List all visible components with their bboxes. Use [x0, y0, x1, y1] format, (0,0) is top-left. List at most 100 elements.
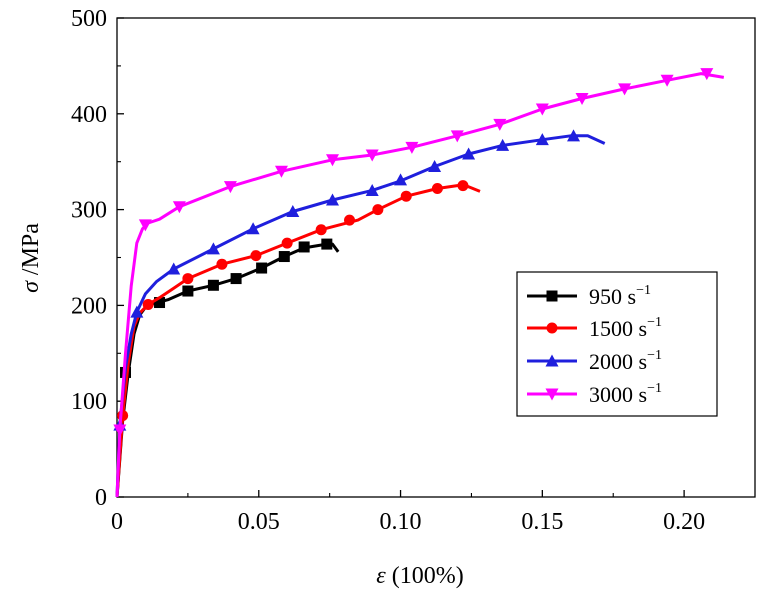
data-point	[326, 193, 340, 206]
data-point	[457, 180, 469, 192]
data-point	[142, 298, 154, 310]
x-tick-label: 0	[111, 509, 123, 535]
data-point	[246, 222, 260, 235]
data-point	[298, 241, 310, 253]
data-point	[372, 204, 384, 216]
data-point	[182, 273, 194, 285]
data-point	[117, 410, 129, 422]
x-axis-unit: (100%)	[386, 563, 464, 589]
legend-item-1500: 1500 s−1	[527, 315, 662, 341]
x-tick-label: 0.10	[380, 509, 422, 535]
data-point	[286, 205, 300, 218]
data-point	[700, 68, 714, 81]
legend-marker-shape	[545, 354, 559, 367]
series-1500	[115, 180, 481, 498]
y-tick-label: 100	[71, 389, 107, 415]
data-point	[230, 273, 242, 285]
series-line	[115, 242, 340, 498]
legend-superscript-950: −1	[636, 283, 651, 298]
legend-marker-950	[546, 290, 558, 302]
data-point	[450, 130, 464, 143]
data-point	[154, 297, 166, 309]
y-tick-label: 300	[71, 198, 107, 224]
data-point	[281, 237, 293, 249]
data-point	[660, 74, 674, 87]
y-axis-label: σ /MPa	[18, 223, 44, 293]
data-point	[493, 118, 507, 131]
data-point	[216, 258, 228, 270]
data-point	[315, 224, 327, 236]
legend-superscript-2000: −1	[647, 348, 662, 363]
x-tick-label: 0.15	[521, 509, 563, 535]
data-point	[575, 92, 589, 105]
data-point	[321, 238, 333, 250]
data-point	[172, 201, 186, 214]
legend-label-2000: 2000 s−1	[589, 348, 662, 374]
legend-marker-shape	[545, 388, 559, 401]
legend: 950 s−1 1500 s−1 2000 s−1 3000 s−1	[516, 271, 718, 417]
legend-marker-3000	[545, 388, 559, 401]
x-axis-symbol: ε	[376, 563, 386, 589]
y-axis: 0 100 200 300 400 500	[71, 6, 124, 511]
data-point	[256, 262, 268, 274]
data-point	[167, 262, 181, 275]
data-point	[326, 154, 340, 167]
series-950	[115, 238, 340, 498]
y-tick-label: 500	[71, 6, 107, 32]
plot-border	[116, 17, 756, 498]
data-point	[250, 250, 262, 262]
legend-name-1500: 1500 s	[589, 316, 647, 341]
series-3000	[113, 68, 725, 498]
legend-marker-2000	[545, 354, 559, 367]
y-axis-symbol: σ	[18, 280, 44, 293]
data-point	[278, 251, 290, 263]
data-point	[207, 279, 219, 291]
data-point	[130, 305, 144, 318]
data-point	[206, 242, 220, 255]
data-point	[567, 129, 581, 142]
legend-label-950: 950 s−1	[589, 283, 651, 309]
series-layer	[113, 68, 725, 498]
y-tick-label: 0	[95, 485, 107, 511]
legend-superscript-1500: −1	[647, 315, 662, 330]
data-point	[431, 183, 443, 195]
legend-name-950: 950 s	[589, 284, 636, 309]
data-point	[405, 141, 419, 154]
legend-superscript-3000: −1	[647, 381, 662, 396]
data-point	[394, 173, 408, 186]
y-tick-label: 400	[71, 102, 107, 128]
data-point	[365, 183, 379, 196]
x-axis: 0 0.05 0.10 0.15 0.20	[111, 490, 705, 535]
data-point	[344, 214, 356, 226]
data-point	[400, 190, 412, 202]
legend-marker-shape	[546, 322, 558, 334]
data-point	[182, 285, 194, 297]
data-point	[428, 159, 442, 172]
plot-area	[116, 17, 756, 498]
legend-item-950: 950 s−1	[527, 283, 651, 309]
legend-name-2000: 2000 s	[589, 349, 647, 374]
legend-marker-1500	[546, 322, 558, 334]
legend-marker-shape	[546, 290, 558, 302]
data-point	[462, 147, 476, 160]
y-axis-unit: /MPa	[18, 223, 44, 281]
data-point	[535, 133, 549, 146]
x-tick-label: 0.20	[663, 509, 705, 535]
series-line	[115, 184, 481, 498]
data-point	[535, 103, 549, 116]
data-point	[496, 138, 510, 151]
legend-label-3000: 3000 s−1	[589, 381, 662, 407]
x-axis-label: ε (100%)	[376, 563, 463, 589]
x-tick-label: 0.05	[238, 509, 280, 535]
data-point	[223, 181, 237, 194]
legend-label-1500: 1500 s−1	[589, 315, 662, 341]
legend-name-3000: 3000 s	[589, 382, 647, 407]
data-point	[618, 83, 632, 96]
data-point	[138, 219, 152, 232]
legend-item-2000: 2000 s−1	[527, 348, 662, 374]
y-tick-label: 200	[71, 293, 107, 319]
data-point	[274, 165, 288, 178]
data-point	[365, 149, 379, 162]
data-point	[113, 424, 127, 437]
